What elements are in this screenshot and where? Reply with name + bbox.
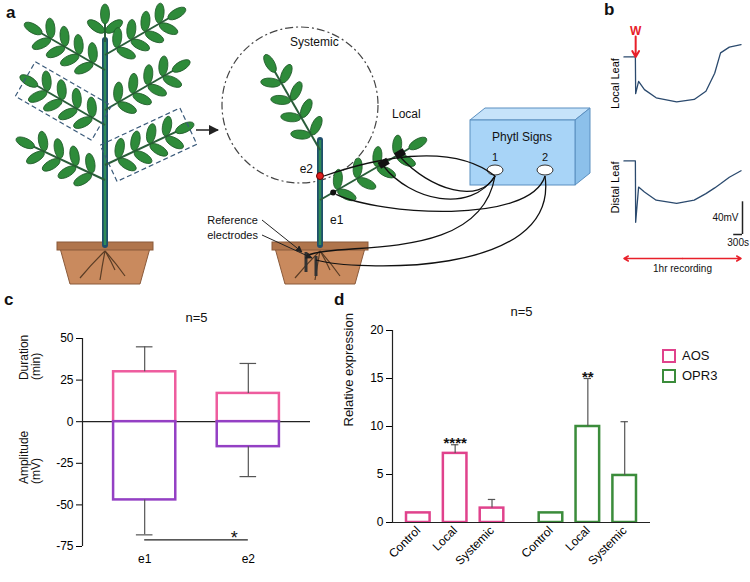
svg-text:-25: -25 xyxy=(56,456,74,470)
svg-text:15: 15 xyxy=(370,371,384,385)
svg-text:n=5: n=5 xyxy=(510,304,532,319)
svg-text:2: 2 xyxy=(542,151,548,163)
svg-text:Systemic: Systemic xyxy=(453,523,497,567)
svg-text:0: 0 xyxy=(377,515,384,529)
svg-text:e2: e2 xyxy=(300,162,314,176)
svg-text:Distal Leaf: Distal Leaf xyxy=(609,161,621,214)
svg-text:25: 25 xyxy=(60,373,74,387)
svg-text:Local Leaf: Local Leaf xyxy=(609,57,621,109)
svg-text:Control: Control xyxy=(519,523,556,560)
svg-text:Control: Control xyxy=(386,523,423,560)
html-text:OPR3: OPR3 xyxy=(682,368,718,383)
svg-text:300s: 300s xyxy=(727,237,749,248)
svg-text:Relative expression: Relative expression xyxy=(341,313,356,426)
svg-text:1hr recording: 1hr recording xyxy=(653,263,712,274)
html-text:d: d xyxy=(334,290,345,309)
svg-text:-50: -50 xyxy=(56,498,74,512)
svg-text:e2: e2 xyxy=(242,552,256,566)
svg-text:Local: Local xyxy=(430,523,460,553)
svg-text:e1: e1 xyxy=(138,552,152,566)
svg-text:electrodes: electrodes xyxy=(207,229,258,241)
svg-text:W: W xyxy=(630,24,642,38)
svg-text:Amplitude(mV): Amplitude(mV) xyxy=(17,430,43,484)
svg-text:e1: e1 xyxy=(330,213,344,227)
svg-text:-75: -75 xyxy=(56,539,74,553)
svg-text:1: 1 xyxy=(492,151,498,163)
svg-text:Local: Local xyxy=(562,523,592,553)
svg-text:10: 10 xyxy=(370,419,384,433)
svg-text:5: 5 xyxy=(377,467,384,481)
html-text:AOS: AOS xyxy=(682,348,710,363)
svg-text:0: 0 xyxy=(67,415,74,429)
svg-text:40mV: 40mV xyxy=(712,212,738,223)
svg-text:****: **** xyxy=(443,434,467,451)
svg-text:20: 20 xyxy=(370,323,384,337)
svg-text:a: a xyxy=(6,3,16,22)
svg-text:Systemic: Systemic xyxy=(290,35,339,49)
svg-text:Reference: Reference xyxy=(207,214,258,226)
svg-text:**: ** xyxy=(582,368,594,385)
svg-text:Local: Local xyxy=(392,107,421,121)
svg-text:Duration(min): Duration(min) xyxy=(17,335,43,380)
html-text:b: b xyxy=(604,0,615,19)
svg-text:Systemic: Systemic xyxy=(585,523,629,567)
svg-text:Phytl Signs: Phytl Signs xyxy=(492,130,552,144)
svg-text:n=5: n=5 xyxy=(185,310,207,325)
svg-text:*: * xyxy=(231,528,238,548)
html-text:c: c xyxy=(4,290,14,309)
svg-text:50: 50 xyxy=(60,331,74,345)
